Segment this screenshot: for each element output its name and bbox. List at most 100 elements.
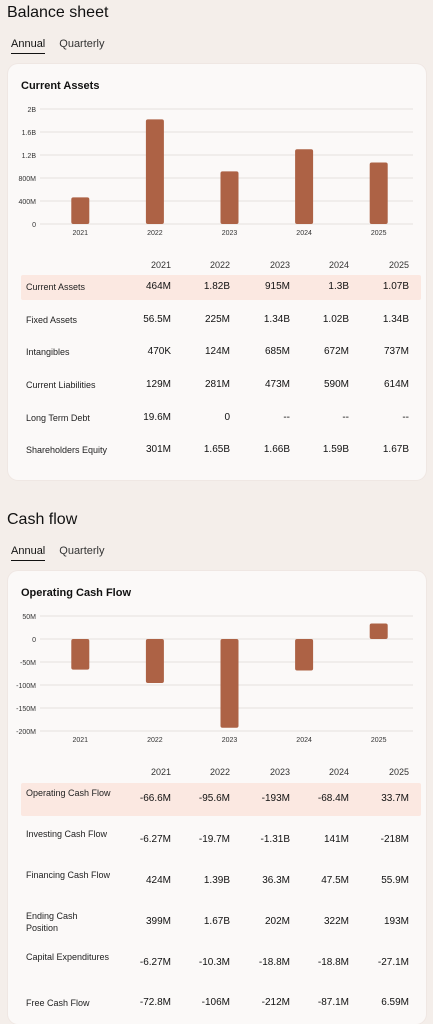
cell-value: 1.59B — [322, 444, 349, 456]
bar[interactable] — [220, 171, 239, 224]
bar[interactable] — [295, 149, 314, 224]
table-row: Intangibles 470K 124M 685M 672M 737M — [21, 340, 421, 365]
row-label: Long Term Debt — [26, 412, 90, 423]
year-header: 2023 — [269, 767, 290, 777]
cell-value: -18.8M — [258, 956, 290, 968]
bar[interactable] — [295, 639, 314, 671]
x-tick-label: 2023 — [222, 230, 238, 237]
cell-value: 0 — [224, 411, 230, 423]
cell-value: -19.7M — [198, 834, 230, 846]
y-tick-label: -150M — [16, 706, 36, 713]
tab-annual[interactable]: Annual — [11, 545, 46, 561]
cell-value: 685M — [264, 346, 290, 358]
y-tick-label: 0 — [32, 222, 36, 229]
cell-value: 1.67B — [382, 444, 409, 456]
y-tick-label: -100M — [16, 683, 36, 690]
cell-value: 614M — [383, 379, 409, 391]
bar[interactable] — [220, 639, 239, 728]
cell-value: 915M — [264, 281, 290, 293]
table-row: Capital Expenditures -6.27M -10.3M -18.8M -1… — [21, 946, 421, 979]
y-tick-label: 800M — [18, 176, 36, 183]
cashflow-tabs: Annual Quarterly — [11, 545, 105, 561]
row-label: Intangibles — [26, 347, 70, 358]
year-header: 2022 — [209, 260, 230, 270]
balance-tabs: Annual Quarterly — [11, 38, 105, 54]
cell-value: 1.67B — [203, 915, 230, 927]
cell-value: -193M — [261, 793, 290, 805]
tab-quarterly[interactable]: Quarterly — [59, 545, 105, 557]
x-tick-label: 2024 — [296, 737, 312, 744]
year-header: 2024 — [328, 767, 349, 777]
cell-value: 470K — [147, 346, 171, 358]
row-label: Investing Cash Flow — [26, 829, 108, 840]
bar[interactable] — [145, 639, 164, 683]
cell-value: -10.3M — [198, 956, 230, 968]
cell-value: 124M — [204, 346, 230, 358]
cell-value: -72.8M — [139, 997, 171, 1009]
bar[interactable] — [145, 119, 164, 224]
cell-value: 590M — [323, 379, 349, 391]
row-label: Current Assets — [26, 282, 86, 293]
tab-quarterly[interactable]: Quarterly — [59, 38, 105, 50]
bar[interactable] — [369, 623, 388, 639]
year-header: 2025 — [388, 260, 409, 270]
cell-value: 1.34B — [263, 313, 290, 325]
y-tick-label: 0 — [32, 637, 36, 644]
cell-value: 36.3M — [262, 874, 290, 886]
table-row: Shareholders Equity 301M 1.65B 1.66B 1.59B 1.… — [21, 438, 421, 463]
cell-value: 1.82B — [203, 281, 230, 293]
cell-value: 56.5M — [143, 313, 171, 325]
x-tick-label: 2021 — [73, 230, 89, 237]
row-label: Financing Cash Flow — [26, 869, 111, 880]
cell-value: 141M — [323, 834, 349, 846]
cash-flow-title: Cash flow — [7, 511, 78, 528]
cell-value: 301M — [145, 444, 171, 456]
cell-value: -212M — [261, 997, 290, 1009]
y-tick-label: 400M — [18, 199, 36, 206]
y-tick-label: -50M — [20, 660, 36, 667]
cell-value: -66.6M — [139, 793, 171, 805]
cell-value: 737M — [383, 346, 409, 358]
x-tick-label: 2025 — [371, 737, 387, 744]
cell-value: 1.02B — [322, 313, 349, 325]
cell-value: -95.6M — [198, 793, 230, 805]
row-label: Capital Expenditures — [26, 951, 110, 962]
year-header: 2021 — [150, 767, 171, 777]
cell-value: 1.65B — [203, 444, 230, 456]
table-row: Current Assets 464M 1.82B 915M 1.3B 1.07B — [21, 275, 421, 300]
cell-value: -87.1M — [317, 997, 349, 1009]
x-tick-label: 2023 — [222, 737, 238, 744]
current-assets-card: Current Assets 0 400M 800M 1.2B 1.6B 2B 2021 20… — [8, 64, 426, 480]
bar[interactable] — [369, 162, 388, 224]
cell-value: 33.7M — [381, 793, 409, 805]
x-tick-label: 2022 — [147, 230, 163, 237]
cell-value: 322M — [323, 915, 349, 927]
cell-value: 202M — [264, 915, 290, 927]
cell-value: 1.66B — [263, 444, 290, 456]
cell-value: -27.1M — [377, 956, 409, 968]
table-row: Investing Cash Flow -6.27M -19.7M -1.31B 141… — [21, 824, 421, 857]
cell-value: 6.59M — [381, 997, 409, 1009]
cell-value: -18.8M — [317, 956, 349, 968]
chart-title: Current Assets — [21, 80, 100, 92]
year-header: 2024 — [328, 260, 349, 270]
year-header: 2025 — [388, 767, 409, 777]
cell-value: 193M — [383, 915, 409, 927]
cell-value: -68.4M — [317, 793, 349, 805]
x-tick-label: 2024 — [296, 230, 312, 237]
row-label: Current Liabilities — [26, 380, 96, 391]
cell-value: 672M — [323, 346, 349, 358]
tab-annual[interactable]: Annual — [11, 38, 46, 54]
cell-value: 1.3B — [328, 281, 349, 293]
chart-title: Operating Cash Flow — [21, 587, 132, 599]
row-label: Shareholders Equity — [26, 445, 108, 456]
cell-value: 399M — [145, 915, 171, 927]
bar[interactable] — [71, 639, 90, 670]
bar[interactable] — [71, 197, 90, 224]
cell-value: -106M — [201, 997, 230, 1009]
table-row: Financing Cash Flow 424M 1.39B 36.3M 47.5M 55… — [21, 865, 421, 898]
y-tick-label: 1.2B — [22, 153, 37, 160]
row-label: Operating Cash Flow — [26, 788, 111, 799]
y-tick-label: 50M — [22, 614, 36, 621]
cell-value: -218M — [380, 834, 409, 846]
